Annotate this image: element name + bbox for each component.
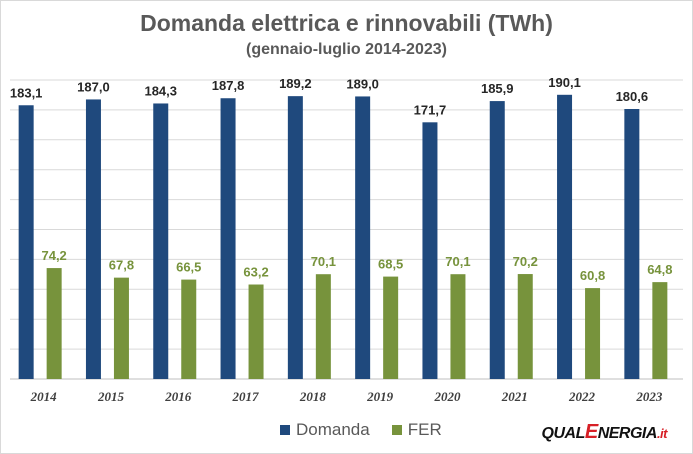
bar-domanda-2016	[153, 103, 169, 379]
data-label-domanda-2018: 189,2	[279, 76, 312, 91]
x-tick-label-2021: 2021	[501, 389, 528, 404]
x-tick-label-2019: 2019	[366, 389, 394, 404]
bar-domanda-2023	[624, 109, 640, 380]
data-label-fer-2021: 70,2	[513, 254, 538, 269]
bar-fer-2019	[383, 276, 399, 379]
bar-domanda-2020	[422, 122, 438, 379]
legend-item-domanda: Domanda	[280, 420, 370, 440]
data-label-fer-2016: 66,5	[176, 260, 201, 275]
data-label-domanda-2023: 180,6	[616, 89, 649, 104]
x-tick-label-2017: 2017	[232, 389, 260, 404]
data-label-domanda-2015: 187,0	[77, 79, 110, 94]
bar-fer-2017	[248, 284, 264, 379]
legend-swatch-fer	[391, 425, 402, 435]
x-tick-label-2023: 2023	[635, 389, 663, 404]
bar-fer-2021	[517, 274, 533, 379]
data-label-fer-2023: 64,8	[647, 262, 672, 277]
data-label-domanda-2014: 183,1	[10, 85, 43, 100]
x-tick-label-2022: 2022	[568, 389, 596, 404]
bar-fer-2018	[315, 274, 331, 379]
data-label-fer-2014: 74,2	[41, 248, 66, 263]
bar-domanda-2017	[220, 98, 236, 379]
bar-domanda-2015	[85, 99, 101, 379]
bar-fer-2014	[46, 268, 62, 379]
data-label-domanda-2017: 187,8	[212, 78, 245, 93]
data-label-domanda-2016: 184,3	[144, 83, 177, 98]
data-label-fer-2019: 68,5	[378, 257, 403, 272]
legend-label-fer: FER	[407, 420, 442, 439]
bar-domanda-2022	[557, 94, 573, 379]
data-label-domanda-2020: 171,7	[414, 102, 447, 117]
data-label-domanda-2021: 185,9	[481, 81, 514, 96]
data-label-fer-2017: 63,2	[243, 265, 268, 280]
bar-domanda-2014	[18, 105, 34, 379]
bar-domanda-2021	[489, 101, 505, 379]
bar-fer-2022	[585, 288, 601, 379]
x-tick-label-2016: 2016	[164, 389, 192, 404]
legend-swatch-domanda	[280, 425, 290, 435]
legend-item-fer: FER	[391, 420, 442, 440]
legend: Domanda FER	[280, 419, 464, 441]
data-label-domanda-2022: 190,1	[548, 75, 581, 90]
data-label-domanda-2019: 189,0	[346, 76, 379, 91]
bar-fer-2016	[181, 279, 197, 379]
bar-fer-2020	[450, 274, 466, 379]
x-tick-label-2018: 2018	[299, 389, 327, 404]
bar-fer-2023	[652, 282, 668, 379]
data-label-fer-2018: 70,1	[311, 254, 336, 269]
data-label-fer-2020: 70,1	[445, 254, 470, 269]
x-tick-label-2015: 2015	[97, 389, 125, 404]
x-tick-label-2014: 2014	[30, 389, 58, 404]
x-tick-label-2020: 2020	[433, 389, 461, 404]
bar-fer-2015	[113, 277, 129, 379]
data-label-fer-2015: 67,8	[109, 258, 134, 273]
bar-domanda-2018	[287, 96, 303, 380]
chart-subtitle: (gennaio-luglio 2014-2023)	[246, 41, 447, 58]
qualenergia-logo: QUALENERGIA.it	[541, 421, 668, 443]
legend-label-domanda: Domanda	[296, 420, 370, 439]
bar-domanda-2019	[355, 96, 371, 379]
data-label-fer-2022: 60,8	[580, 268, 605, 283]
chart-title: Domanda elettrica e rinnovabili (TWh)	[140, 10, 553, 36]
